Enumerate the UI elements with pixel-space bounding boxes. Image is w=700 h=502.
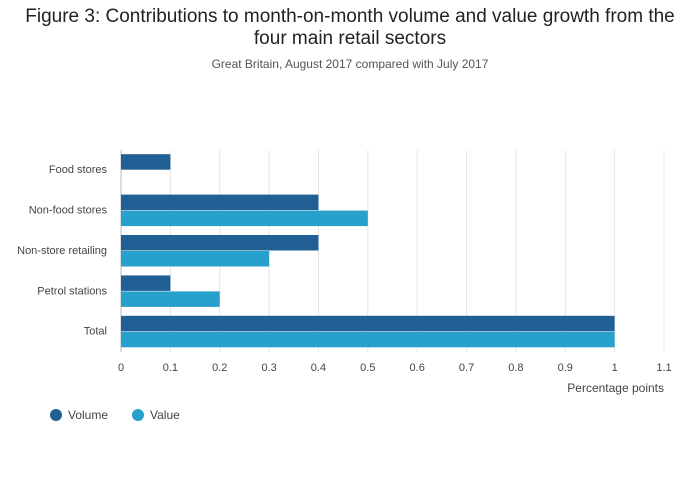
bar — [121, 275, 171, 291]
bar — [121, 235, 319, 251]
x-tick-label: 0 — [118, 362, 124, 374]
y-tick-label: Food stores — [49, 164, 108, 176]
x-tick-label: 0.7 — [459, 362, 474, 374]
y-tick-label: Non-food stores — [29, 205, 108, 217]
bar — [121, 194, 319, 211]
x-tick-label: 0.4 — [311, 362, 326, 374]
bar — [121, 291, 220, 307]
x-tick-label: 0.3 — [261, 362, 276, 374]
y-tick-label: Non-store retailing — [17, 245, 107, 257]
x-tick-label: 0.5 — [360, 362, 375, 374]
y-tick-label: Petrol stations — [37, 285, 107, 297]
x-tick-label: 0.2 — [212, 362, 227, 374]
x-tick-label: 0.1 — [163, 362, 178, 374]
bar — [121, 315, 615, 332]
bar — [121, 154, 171, 170]
legend-label: Volume — [68, 408, 108, 422]
y-tick-label: Total — [84, 326, 107, 338]
legend-marker — [132, 409, 144, 421]
legend-label: Value — [150, 408, 180, 422]
chart-subtitle: Great Britain, August 2017 compared with… — [211, 57, 489, 71]
x-tick-label: 1 — [612, 362, 618, 374]
x-tick-label: 1.1 — [656, 362, 671, 374]
chart-title: Figure 3: Contributions to month-on-mont… — [25, 6, 675, 49]
x-axis-title: Percentage points — [567, 381, 664, 395]
x-tick-label: 0.6 — [410, 362, 425, 374]
x-tick-label: 0.8 — [508, 362, 523, 374]
bar — [121, 331, 615, 348]
x-tick-label: 0.9 — [558, 362, 573, 374]
legend-marker — [50, 409, 62, 421]
bar — [121, 210, 368, 227]
bar — [121, 251, 270, 267]
